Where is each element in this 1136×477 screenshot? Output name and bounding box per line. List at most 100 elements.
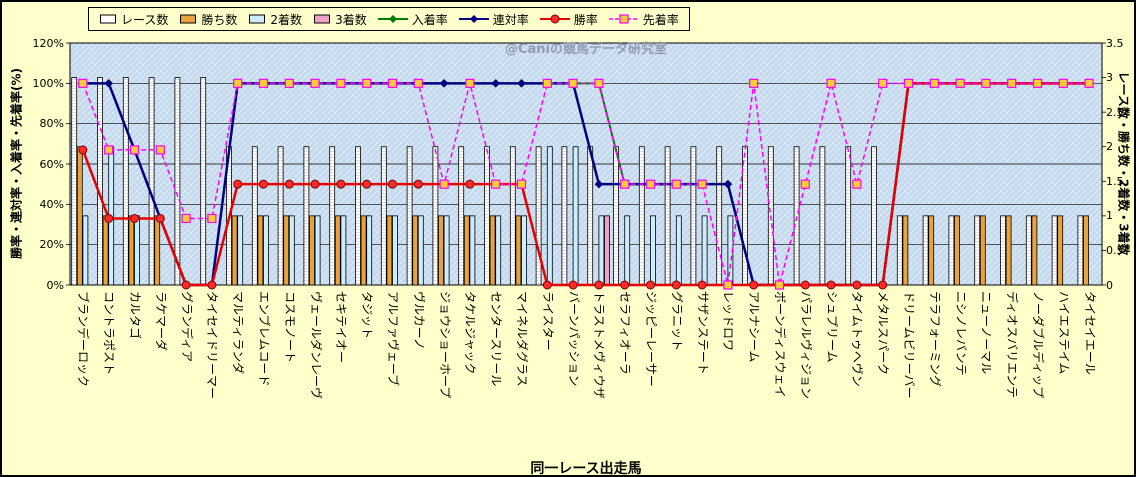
- marker-precede-rate: [516, 179, 527, 189]
- bar-wins: [1031, 215, 1038, 286]
- marker-precede-rate: [207, 213, 217, 224]
- marker-win-rate: [155, 213, 165, 223]
- top3-rate-swatch-icon: [377, 15, 408, 23]
- marker-win-rate: [568, 280, 578, 290]
- marker-precede-rate: [594, 78, 604, 88]
- category-label: パラレルヴィジョン: [798, 291, 813, 400]
- marker-win-rate: [800, 280, 810, 290]
- marker-win-rate: [130, 213, 139, 223]
- bar-wins: [386, 215, 393, 286]
- bar-races: [303, 146, 310, 286]
- bar-wins: [515, 215, 522, 286]
- legend-item-seconds: 2着数: [248, 11, 302, 28]
- bar-races: [587, 146, 594, 286]
- right-tick-label: 1: [1106, 209, 1113, 223]
- bar-wins: [954, 215, 960, 286]
- category-label: ヴルカーノ: [411, 291, 426, 350]
- marker-precede-rate: [800, 179, 810, 189]
- bar-wins: [231, 215, 238, 286]
- marker-precede-rate: [878, 78, 888, 88]
- bar-races: [561, 146, 568, 286]
- bar-races: [613, 146, 619, 286]
- bar-races: [509, 146, 516, 286]
- marker-quinella-rate: [439, 78, 449, 88]
- bar-races: [380, 146, 387, 286]
- bar-wins: [283, 215, 290, 286]
- marker-win-rate: [362, 179, 372, 189]
- right-tick-label: 3.5: [1106, 36, 1124, 50]
- marker-quinella-rate: [491, 78, 501, 88]
- right-tick-label: 3: [1106, 71, 1113, 85]
- category-label: マイネルダグラス: [515, 291, 529, 387]
- bar-wins: [438, 215, 444, 286]
- bar-races: [458, 146, 465, 286]
- legend-item-races: レース数: [99, 11, 168, 28]
- left-tick-label: 100%: [32, 76, 64, 90]
- marker-precede-rate: [1007, 78, 1017, 88]
- bar-races: [406, 146, 413, 286]
- marker-quinella-rate: [517, 78, 526, 88]
- bar-seconds: [134, 215, 140, 286]
- category-label: メタルスパーク: [876, 291, 891, 376]
- bar-wins: [257, 215, 264, 286]
- bar-races: [1000, 215, 1006, 286]
- marker-precede-rate: [413, 78, 423, 88]
- marker-precede-rate: [1084, 78, 1094, 88]
- bar-races: [1077, 215, 1084, 286]
- right-tick-label: 2.5: [1106, 105, 1124, 119]
- bar-wins: [154, 215, 161, 286]
- bar-wins: [463, 215, 470, 286]
- line-win-rate: [81, 82, 1090, 287]
- legend-label: 先着率: [642, 12, 679, 27]
- marker-quinella-rate: [104, 78, 114, 88]
- bar-races: [71, 77, 78, 286]
- marker-win-rate: [284, 179, 294, 189]
- bar-races: [974, 215, 981, 286]
- x-axis-title: 同一レース出走馬: [530, 461, 642, 477]
- bar-races: [690, 146, 697, 286]
- left-tick-label: 0%: [46, 278, 64, 292]
- bar-seconds: [701, 215, 708, 286]
- bar-races: [793, 146, 800, 286]
- category-label: エンブレムコード: [257, 291, 271, 387]
- category-label: トラストメヴィウザ: [592, 291, 607, 399]
- bar-seconds: [521, 215, 527, 286]
- marker-precede-rate: [568, 78, 578, 88]
- bar-wins: [102, 215, 109, 286]
- category-label: コスモノート: [282, 291, 297, 364]
- category-label: アルナシーム: [747, 291, 762, 363]
- category-label: ニューノーマル: [979, 291, 994, 375]
- marker-precede-rate: [104, 145, 114, 155]
- bar-wins: [1005, 215, 1012, 286]
- legend-label: 勝ち数: [201, 12, 238, 27]
- left-tick-label: 80%: [39, 117, 64, 131]
- precede-rate-swatch-icon: [608, 14, 639, 24]
- bar-seconds: [237, 215, 244, 286]
- bar-wins: [128, 215, 135, 286]
- category-label: バーンパッション: [566, 291, 581, 387]
- bar-races: [251, 146, 258, 286]
- marker-precede-rate: [78, 78, 88, 88]
- bar-races: [742, 146, 748, 286]
- bar-races: [355, 146, 361, 286]
- category-label: セラフィオーラ: [618, 291, 633, 375]
- bar-seconds: [340, 215, 347, 286]
- bar-races: [845, 146, 852, 286]
- left-tick-label: 20%: [39, 238, 64, 252]
- win-rate-swatch-icon: [539, 14, 570, 24]
- bar-races: [122, 77, 129, 286]
- bar-races: [174, 77, 181, 286]
- category-label: マルティランダ: [231, 291, 246, 375]
- marker-win-rate: [78, 145, 88, 155]
- category-label: アルファヴェーブ: [386, 291, 400, 387]
- left-tick-label: 60%: [39, 157, 64, 171]
- bar-races: [1025, 215, 1032, 286]
- category-label: ニシノレバンテ: [953, 291, 968, 376]
- marker-precede-rate: [955, 78, 965, 88]
- category-label: ノーダブルディップ: [1031, 291, 1045, 399]
- marker-win-rate: [620, 280, 630, 290]
- marker-win-rate: [104, 213, 114, 223]
- category-label: センタースリール: [489, 291, 504, 387]
- right-tick-label: 1.5: [1106, 174, 1124, 188]
- bar-races: [432, 146, 439, 286]
